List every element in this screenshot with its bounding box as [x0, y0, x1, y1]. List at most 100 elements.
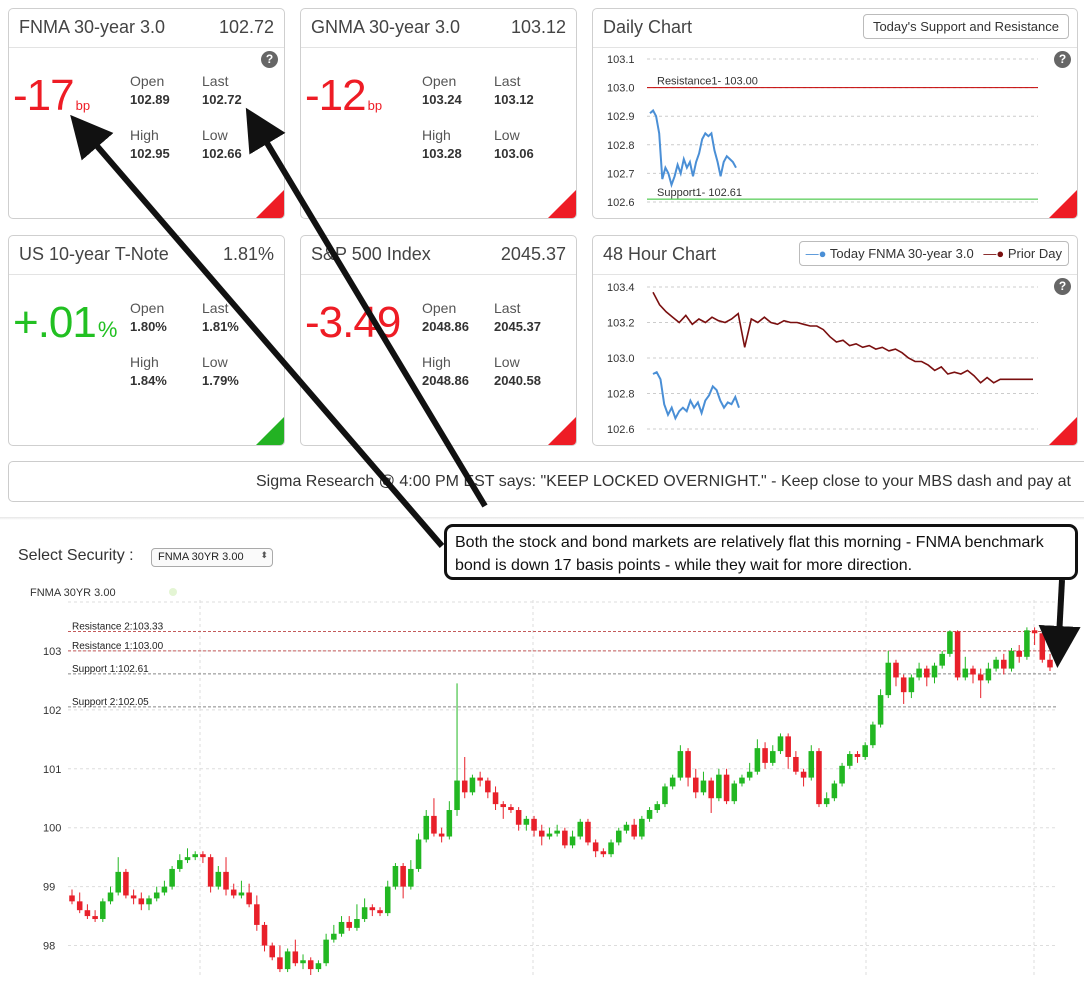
candle-body: [361, 907, 368, 920]
card-title: FNMA 30-year 3.0: [19, 17, 166, 37]
candlestick-section: [0, 520, 1084, 982]
security-select[interactable]: FNMA 30YR 3.00 ⬍: [151, 548, 273, 567]
y-tick-label: 102.9: [607, 111, 635, 123]
candle-body: [76, 901, 83, 911]
low-label: Low: [202, 354, 228, 370]
today-series-line: [652, 370, 740, 421]
trend-corner: [1049, 417, 1077, 445]
open-stat: Open 1.80%: [130, 300, 167, 334]
y-tick-label: 102.8: [607, 389, 635, 401]
change-value: -3.49: [305, 298, 402, 348]
candle-body: [723, 774, 730, 802]
candle-body: [400, 865, 406, 887]
candle-body: [931, 665, 938, 678]
card-price: 2045.37: [500, 244, 566, 264]
candle-body: [215, 871, 222, 887]
open-value: 2048.86: [422, 319, 469, 334]
card-header: S&P 500 Index 2045.37: [301, 236, 576, 275]
y-tick-label: 103.1: [607, 54, 635, 66]
candle-body: [377, 910, 383, 914]
candle-body: [531, 818, 537, 831]
tnote-card[interactable]: US 10-year T-Note 1.81% +.01% Open 1.80% …: [8, 235, 285, 446]
low-value: 103.06: [494, 146, 534, 161]
candle-body: [677, 751, 684, 778]
trend-corner: [256, 417, 284, 445]
candle-body: [238, 892, 245, 896]
high-value: 2048.86: [422, 373, 469, 388]
candle-body: [284, 951, 291, 970]
candle-body: [461, 780, 468, 793]
card-price: 103.12: [510, 17, 566, 37]
candle-body: [485, 780, 491, 793]
card-title: S&P 500 Index: [311, 244, 431, 264]
candle-body: [69, 895, 75, 902]
candle-body: [685, 751, 691, 778]
low-stat: Low 102.66: [202, 127, 242, 161]
candle-body: [207, 857, 214, 887]
last-value: 102.72: [202, 92, 242, 107]
last-label: Last: [494, 300, 521, 316]
daily-chart-card[interactable]: Daily Chart Today's Support and Resistan…: [592, 8, 1078, 219]
high-label: High: [130, 127, 159, 143]
change-unit: bp: [75, 98, 91, 113]
y-tick-label: 103: [43, 646, 61, 658]
change-unit: %: [97, 317, 118, 342]
card-header: FNMA 30-year 3.0 102.72: [9, 9, 284, 48]
candle-body: [993, 659, 999, 669]
candle-body: [546, 833, 553, 837]
candle-body: [623, 824, 630, 831]
change-value: -12 bp: [305, 71, 382, 121]
open-value: 102.89: [130, 92, 170, 107]
card-header: GNMA 30-year 3.0 103.12: [301, 9, 576, 48]
y-tick-label: 103.2: [607, 318, 635, 330]
candle-body: [307, 960, 314, 970]
hour-chart-card[interactable]: 48 Hour Chart —● Today FNMA 30-year 3.0 …: [592, 235, 1078, 446]
change-value: -17 bp: [13, 71, 90, 121]
fnma-card[interactable]: FNMA 30-year 3.0 102.72 ? -17 bp Open 102.…: [8, 8, 285, 219]
candle-body: [754, 748, 761, 772]
candle-body: [431, 815, 437, 834]
candle-body: [893, 662, 899, 678]
candle-body: [392, 865, 399, 887]
candle-body: [854, 754, 861, 757]
candle-body: [100, 901, 106, 920]
y-tick-label: 102.6: [607, 424, 635, 436]
daily-chart-plot: 103.1 103.0 102.9 102.8 102.7 102.6 Resistance…: [607, 54, 1038, 209]
candle-body: [808, 751, 815, 778]
trend-corner: [548, 190, 576, 218]
candle-body: [947, 631, 953, 654]
y-tick-label: 100: [43, 823, 61, 835]
last-label: Last: [202, 300, 229, 316]
candle-body: [300, 960, 306, 964]
candle-body: [354, 919, 360, 928]
candle-body: [438, 833, 445, 837]
y-tick-label: 103.0: [607, 353, 635, 365]
low-stat: Low 103.06: [494, 127, 534, 161]
sp500-card[interactable]: S&P 500 Index 2045.37 -3.49 Open 2048.86 …: [300, 235, 577, 446]
candle-body: [92, 916, 98, 920]
candle-body: [1008, 650, 1015, 669]
support-resistance-button[interactable]: Today's Support and Resistance: [862, 14, 1069, 39]
select-security-label: Select Security :: [18, 547, 134, 564]
change-number: -3.49: [305, 298, 401, 347]
candle-body: [508, 807, 514, 811]
candle-body: [924, 668, 930, 678]
candle-body: [161, 886, 168, 893]
help-icon[interactable]: ?: [1054, 278, 1071, 295]
candle-body: [107, 892, 114, 902]
high-value: 102.95: [130, 146, 170, 161]
card-price: 1.81%: [222, 244, 274, 264]
trend-corner: [548, 417, 576, 445]
candle-body: [769, 751, 776, 763]
help-icon[interactable]: ?: [1054, 51, 1071, 68]
help-icon[interactable]: ?: [261, 51, 278, 68]
status-dot: [169, 588, 177, 596]
candle-body: [662, 786, 668, 805]
security-select-value: FNMA 30YR 3.00: [158, 551, 244, 563]
candle-body: [831, 783, 838, 799]
today-legend-label: Today FNMA 30-year 3.0: [829, 246, 974, 261]
gnma-card[interactable]: GNMA 30-year 3.0 103.12 -12 bp Open 103.24…: [300, 8, 577, 219]
candle-body: [169, 868, 175, 887]
candle-body: [177, 860, 183, 869]
ticker-text: Sigma Research @ 4:00 PM EST says: "KEEP…: [256, 473, 1071, 490]
